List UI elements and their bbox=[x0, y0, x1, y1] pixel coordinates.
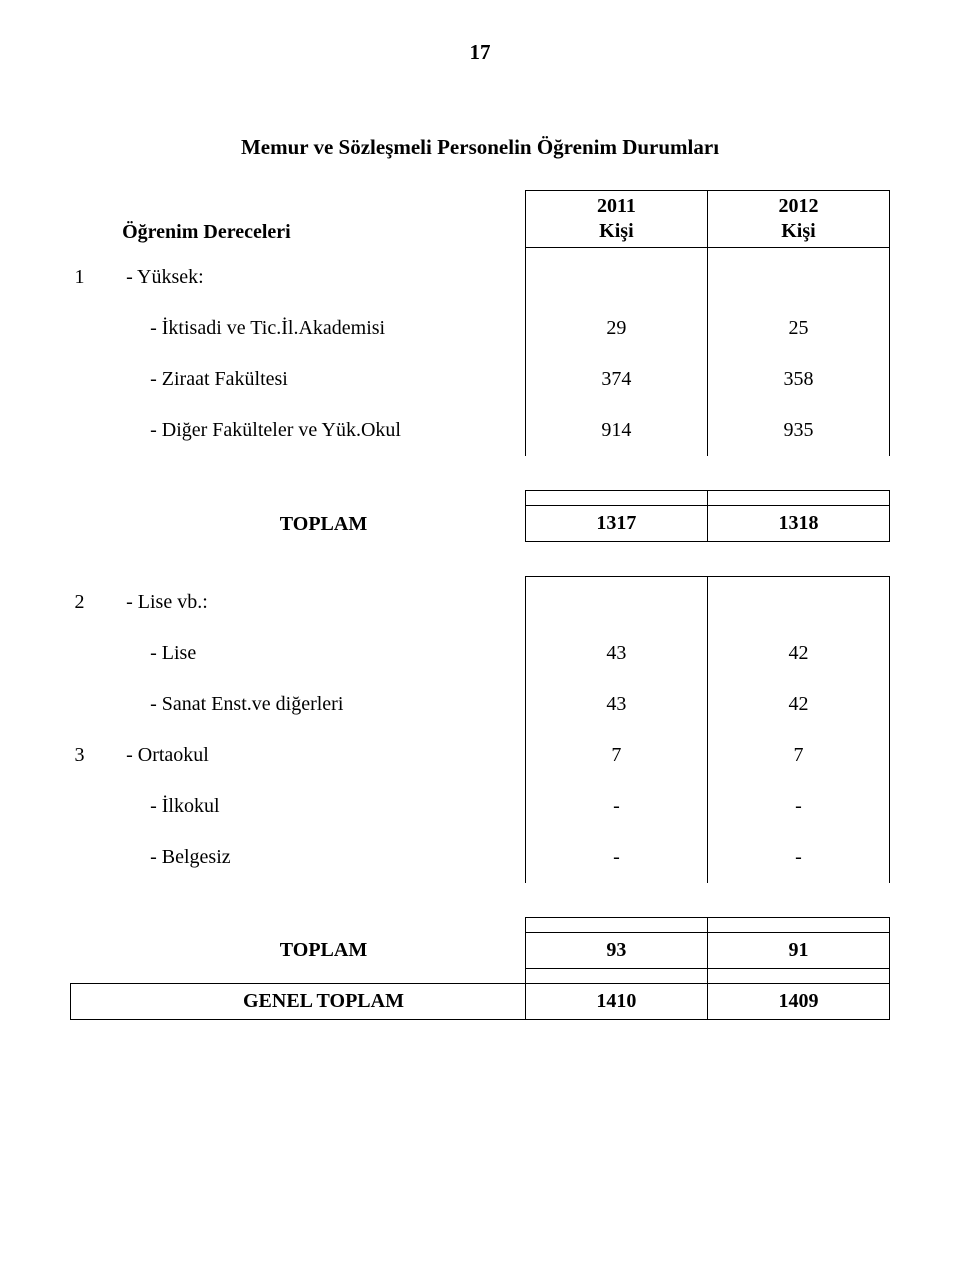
section2-group: 2 - Lise vb.: bbox=[71, 577, 890, 628]
table-row: - Belgesiz - - bbox=[71, 832, 890, 883]
header-col1-unit: Kişi bbox=[599, 220, 633, 242]
row-v1: 43 bbox=[525, 628, 707, 679]
table-header-row: Öğrenim Dereceleri 2011 Kişi 2012 Kişi bbox=[71, 191, 890, 253]
table-row: - Diğer Fakülteler ve Yük.Okul 914 935 bbox=[71, 405, 890, 456]
row-v2: - bbox=[707, 832, 889, 883]
row-v2: 358 bbox=[707, 354, 889, 405]
section1-group: 1 - Yüksek: bbox=[71, 252, 890, 303]
row-v1: 374 bbox=[525, 354, 707, 405]
section3-total: TOPLAM 93 91 bbox=[71, 932, 890, 968]
table-row: - İlkokul - - bbox=[71, 781, 890, 832]
row-v2: 42 bbox=[707, 679, 889, 730]
grand-total-v1: 1410 bbox=[525, 983, 707, 1019]
section1-idx: 1 bbox=[71, 252, 123, 303]
section2-idx: 2 bbox=[71, 577, 123, 628]
total-v1: 93 bbox=[525, 932, 707, 968]
grand-total-row: GENEL TOPLAM 1410 1409 bbox=[71, 983, 890, 1019]
row-label: - Belgesiz bbox=[122, 832, 525, 883]
row-v1: - bbox=[525, 781, 707, 832]
table-row: - Lise 43 42 bbox=[71, 628, 890, 679]
total-spacer bbox=[71, 968, 890, 983]
section3-idx: 3 bbox=[71, 730, 123, 781]
document-page: 17 Memur ve Sözleşmeli Personelin Öğreni… bbox=[0, 0, 960, 1270]
header-col2-year: 2012 bbox=[778, 195, 818, 217]
row-label: - Ziraat Fakültesi bbox=[122, 354, 525, 405]
row-v1: 7 bbox=[525, 730, 707, 781]
row-label: - Sanat Enst.ve diğerleri bbox=[122, 679, 525, 730]
row-v2: 7 bbox=[707, 730, 889, 781]
row-label: - Diğer Fakülteler ve Yük.Okul bbox=[122, 405, 525, 456]
total-v2: 1318 bbox=[707, 506, 889, 542]
table-row: - Ziraat Fakültesi 374 358 bbox=[71, 354, 890, 405]
row-v1: 43 bbox=[525, 679, 707, 730]
table-row: - İktisadi ve Tic.İl.Akademisi 29 25 bbox=[71, 303, 890, 354]
header-col2: 2012 Kişi bbox=[708, 191, 889, 248]
row-v2: 25 bbox=[707, 303, 889, 354]
total-v1: 1317 bbox=[525, 506, 707, 542]
row-label: - İktisadi ve Tic.İl.Akademisi bbox=[122, 303, 525, 354]
total-label: TOPLAM bbox=[122, 932, 525, 968]
row-v1: - bbox=[525, 832, 707, 883]
row-v1: 914 bbox=[525, 405, 707, 456]
row-v2: 42 bbox=[707, 628, 889, 679]
row-label: - Ortaokul bbox=[122, 730, 525, 781]
page-title: Memur ve Sözleşmeli Personelin Öğrenim D… bbox=[70, 135, 890, 160]
grand-total-label: GENEL TOPLAM bbox=[122, 983, 525, 1019]
section1-group-label: - Yüksek: bbox=[122, 252, 525, 303]
section3-group: 3 - Ortaokul 7 7 bbox=[71, 730, 890, 781]
total-label: TOPLAM bbox=[122, 506, 525, 542]
row-label: - İlkokul bbox=[122, 781, 525, 832]
section2-group-label: - Lise vb.: bbox=[122, 577, 525, 628]
header-col2-unit: Kişi bbox=[781, 220, 815, 242]
header-col1-year: 2011 bbox=[597, 195, 636, 217]
row-v2: 935 bbox=[707, 405, 889, 456]
table-row: - Sanat Enst.ve diğerleri 43 42 bbox=[71, 679, 890, 730]
total-spacer bbox=[71, 491, 890, 506]
grand-total-v2: 1409 bbox=[707, 983, 889, 1019]
page-number: 17 bbox=[70, 40, 890, 65]
header-col1: 2011 Kişi bbox=[526, 191, 707, 248]
section1-total: TOPLAM 1317 1318 bbox=[71, 506, 890, 542]
row-v2: - bbox=[707, 781, 889, 832]
header-label: Öğrenim Dereceleri bbox=[122, 217, 525, 248]
row-v1: 29 bbox=[525, 303, 707, 354]
total-spacer bbox=[71, 917, 890, 932]
row-label: - Lise bbox=[122, 628, 525, 679]
total-v2: 91 bbox=[707, 932, 889, 968]
education-table: Öğrenim Dereceleri 2011 Kişi 2012 Kişi 1… bbox=[70, 190, 890, 1020]
